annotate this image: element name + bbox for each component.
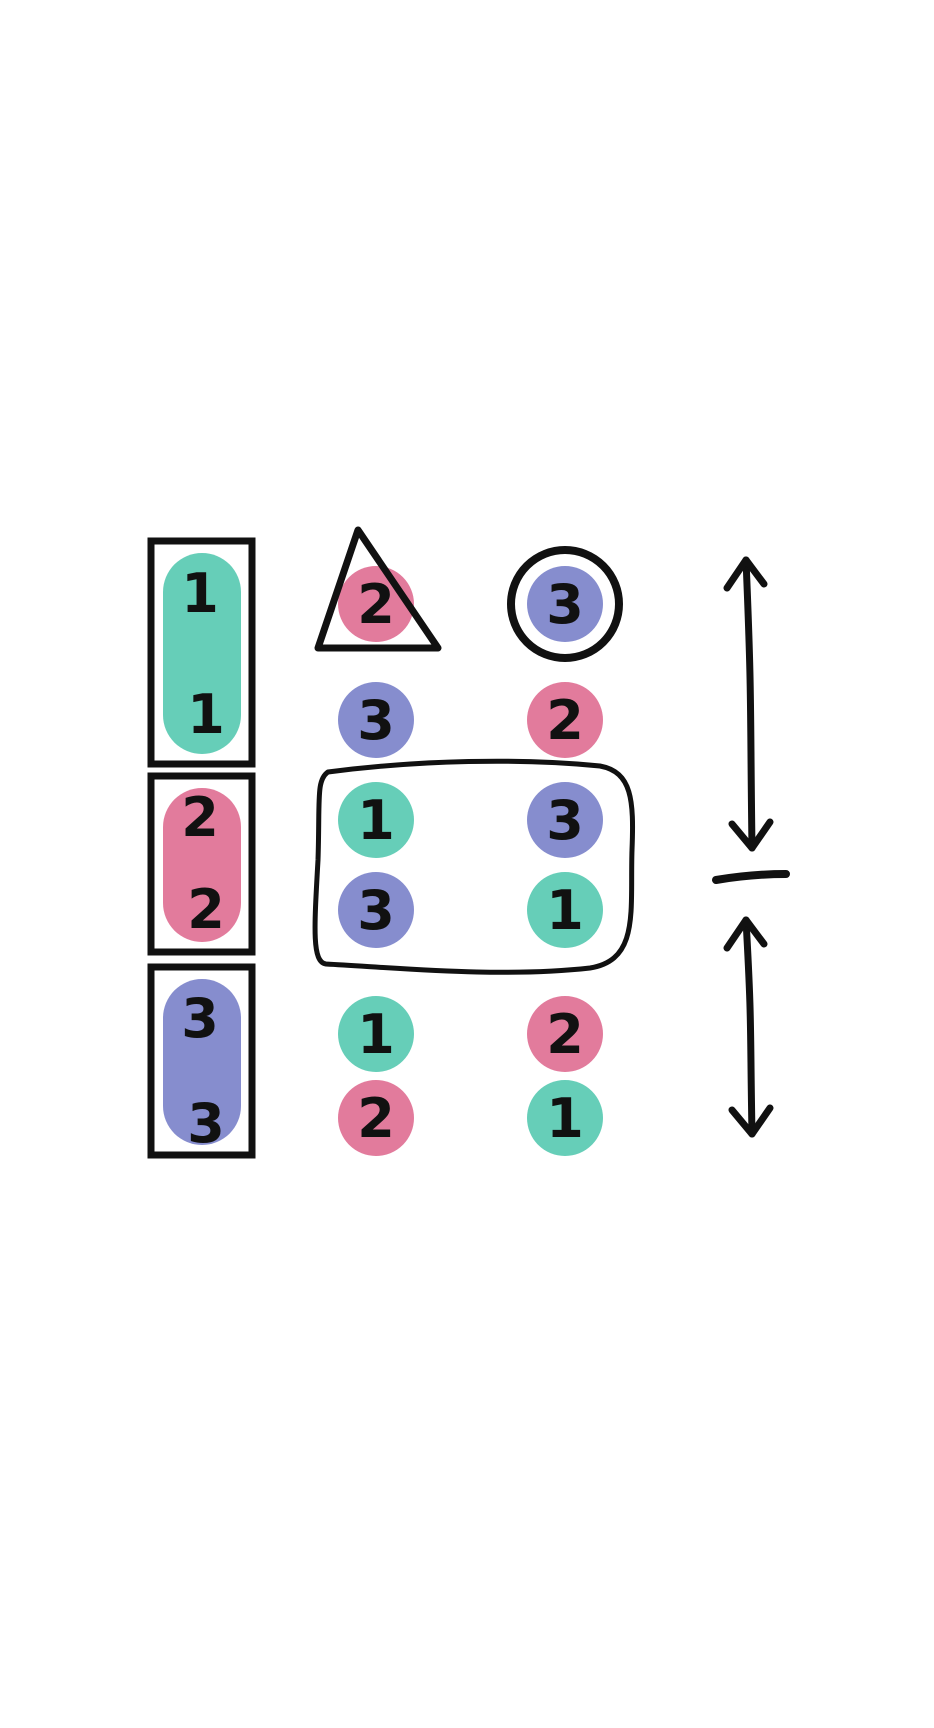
fraction-annotation (712, 556, 790, 1138)
token-row2-left: 3 (338, 682, 414, 758)
token-disc (338, 872, 414, 948)
left-group-1: 11 (147, 537, 256, 768)
left-group-2: 22 (147, 772, 256, 956)
token-row5-right: 2 (527, 996, 603, 1072)
fraction-bar (712, 870, 790, 884)
arrow-head-up (723, 556, 768, 592)
token-number: 3 (546, 573, 584, 636)
token-row5-left: 1 (338, 996, 414, 1072)
left-group-number-bottom: 1 (187, 683, 225, 746)
token-row4-right: 1 (527, 872, 603, 948)
triangle-marker (314, 526, 442, 652)
numerator-arrow (723, 556, 774, 852)
token-number: 3 (357, 689, 395, 752)
arrow-head-down (728, 1104, 774, 1138)
token-row2-right: 2 (527, 682, 603, 758)
token-number: 1 (546, 879, 584, 942)
token-number: 3 (546, 789, 584, 852)
token-number: 1 (357, 789, 395, 852)
token-number: 2 (546, 1003, 584, 1066)
token-number: 1 (546, 1087, 584, 1150)
token-row3-left: 1 (338, 782, 414, 858)
arrow-shaft (742, 916, 756, 1138)
token-number: 2 (357, 573, 395, 636)
left-group-frame (147, 963, 256, 1159)
left-group-frame (147, 537, 256, 768)
token-disc (527, 996, 603, 1072)
token-disc (338, 996, 414, 1072)
left-group-frame (147, 772, 256, 956)
token-row1-left: 2 (314, 526, 442, 652)
token-disc (527, 566, 603, 642)
circle-marker (507, 546, 623, 662)
token-grid: 2 3 3 2 1 3 3 1 1 2 2 1 (312, 526, 636, 1156)
token-row6-left: 2 (338, 1080, 414, 1156)
left-group-number-top: 2 (181, 786, 219, 849)
token-number: 1 (357, 1003, 395, 1066)
arrow-shaft (742, 556, 756, 852)
left-group-number-bottom: 2 (187, 878, 225, 941)
token-disc (527, 682, 603, 758)
arrow-head-up (723, 916, 768, 952)
left-group-pill (163, 553, 241, 754)
token-disc (527, 782, 603, 858)
token-row1-right: 3 (507, 546, 623, 662)
token-disc (527, 1080, 603, 1156)
highlight-bracket-rows-3-4 (312, 758, 636, 975)
token-row6-right: 1 (527, 1080, 603, 1156)
token-number: 2 (357, 1087, 395, 1150)
token-row4-left: 3 (338, 872, 414, 948)
token-row3-right: 3 (527, 782, 603, 858)
denominator-arrow (723, 916, 774, 1138)
token-disc (338, 682, 414, 758)
arrow-head-down (728, 818, 774, 852)
left-group-number-top: 1 (181, 562, 219, 625)
left-group-number-top: 3 (181, 987, 219, 1050)
token-disc (527, 872, 603, 948)
left-group-pill (163, 979, 241, 1145)
left-group-pill (163, 788, 241, 942)
token-number: 2 (546, 689, 584, 752)
token-number: 3 (357, 879, 395, 942)
left-group-3: 33 (147, 963, 256, 1159)
token-disc (338, 1080, 414, 1156)
left-group-number-bottom: 3 (187, 1092, 225, 1155)
token-disc (338, 782, 414, 858)
